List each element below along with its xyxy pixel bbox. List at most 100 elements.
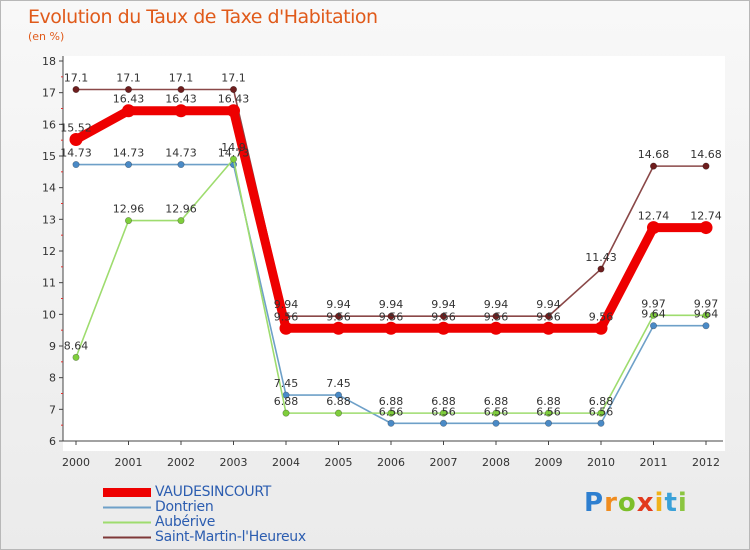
data-label: 16.43 [113, 93, 145, 106]
data-point [597, 265, 605, 273]
x-tick-label: 2012 [692, 456, 720, 469]
data-label: 12.96 [113, 203, 145, 216]
data-label: 9.56 [484, 310, 509, 323]
y-tick-label: 9 [49, 340, 56, 353]
data-point [230, 86, 238, 94]
data-point [387, 409, 395, 417]
data-label: 14.9 [221, 141, 246, 154]
logo-letter: r [604, 488, 618, 518]
data-label: 14.73 [113, 147, 145, 160]
data-label: 9.94 [484, 298, 509, 311]
logo-letter: t [664, 488, 678, 518]
data-label: 14.68 [690, 148, 722, 161]
data-label: 9.56 [379, 310, 404, 323]
logo-letter: x [636, 488, 655, 518]
data-label: 6.56 [589, 405, 614, 418]
data-label: 14.73 [165, 147, 197, 160]
data-label: 9.56 [589, 310, 614, 323]
data-point [282, 409, 290, 417]
data-label: 6.88 [484, 395, 509, 408]
data-point [594, 321, 608, 335]
data-label: 17.1 [169, 72, 194, 85]
data-point [174, 104, 188, 118]
data-point [125, 86, 133, 94]
data-point [334, 409, 342, 417]
data-label: 9.97 [694, 297, 719, 310]
data-label: 12.96 [165, 203, 197, 216]
data-label: 9.94 [274, 298, 299, 311]
data-point [597, 419, 605, 427]
data-label: 9.94 [536, 298, 561, 311]
data-label: 11.43 [585, 251, 617, 264]
data-point [702, 162, 710, 170]
data-point [177, 86, 185, 94]
data-point [492, 409, 500, 417]
x-tick-label: 2004 [272, 456, 300, 469]
data-label: 9.64 [641, 308, 666, 321]
data-point [492, 312, 500, 320]
data-label: 6.88 [326, 395, 351, 408]
y-tick-label: 17 [42, 87, 56, 100]
data-point [72, 86, 80, 94]
data-label: 6.56 [484, 405, 509, 418]
y-tick-label: 15 [42, 150, 56, 163]
data-point [702, 322, 710, 330]
y-tick-label: 6 [49, 435, 56, 448]
data-point [279, 321, 293, 335]
data-label: 9.94 [326, 298, 351, 311]
legend-label: VAUDESINCOURT [155, 484, 272, 500]
data-label: 6.88 [274, 395, 299, 408]
y-axis-unit: (en %) [28, 30, 65, 43]
data-point [702, 311, 710, 319]
data-point [544, 409, 552, 417]
data-label: 6.56 [536, 405, 561, 418]
data-point [387, 419, 395, 427]
proxiti-logo: Proxiti [584, 488, 688, 518]
data-label: 9.64 [694, 308, 719, 321]
x-tick-label: 2011 [640, 456, 668, 469]
x-tick-label: 2001 [115, 456, 143, 469]
data-label: 6.88 [536, 395, 561, 408]
data-point [177, 217, 185, 225]
data-point [230, 155, 238, 163]
data-label: 16.43 [218, 93, 250, 106]
y-tick-label: 12 [42, 245, 56, 258]
data-label: 9.94 [379, 298, 404, 311]
data-point [384, 321, 398, 335]
data-point [72, 161, 80, 169]
data-point [387, 312, 395, 320]
data-point [544, 312, 552, 320]
y-tick-label: 16 [42, 118, 56, 131]
data-label: 14.73 [60, 147, 92, 160]
plot-area [63, 56, 725, 451]
x-tick-label: 2003 [220, 456, 248, 469]
x-tick-label: 2010 [587, 456, 615, 469]
data-point [647, 221, 660, 235]
x-tick-label: 2000 [62, 456, 90, 469]
data-label: 9.56 [326, 310, 351, 323]
data-point [544, 419, 552, 427]
data-label: 6.88 [379, 395, 404, 408]
legend-label: Aubérive [155, 514, 216, 530]
x-tick-label: 2005 [325, 456, 353, 469]
chart-title: Evolution du Taux de Taxe d'Habitation [28, 6, 378, 28]
logo-letter: i [677, 488, 688, 518]
data-point [437, 321, 450, 335]
y-tick-label: 13 [42, 213, 56, 226]
data-point [125, 161, 133, 169]
data-label: 9.94 [431, 298, 456, 311]
data-label: 17.1 [116, 72, 141, 85]
data-point [542, 321, 555, 335]
data-point [489, 321, 503, 335]
data-label: 15.52 [60, 122, 92, 135]
data-label: 14.68 [638, 148, 670, 161]
data-label: 9.56 [536, 310, 561, 323]
data-point [597, 409, 605, 417]
legend-swatch [103, 521, 151, 524]
y-tick-label: 7 [49, 403, 56, 416]
data-point [649, 311, 657, 319]
data-label: 6.56 [379, 405, 404, 418]
y-tick-label: 18 [42, 55, 56, 68]
